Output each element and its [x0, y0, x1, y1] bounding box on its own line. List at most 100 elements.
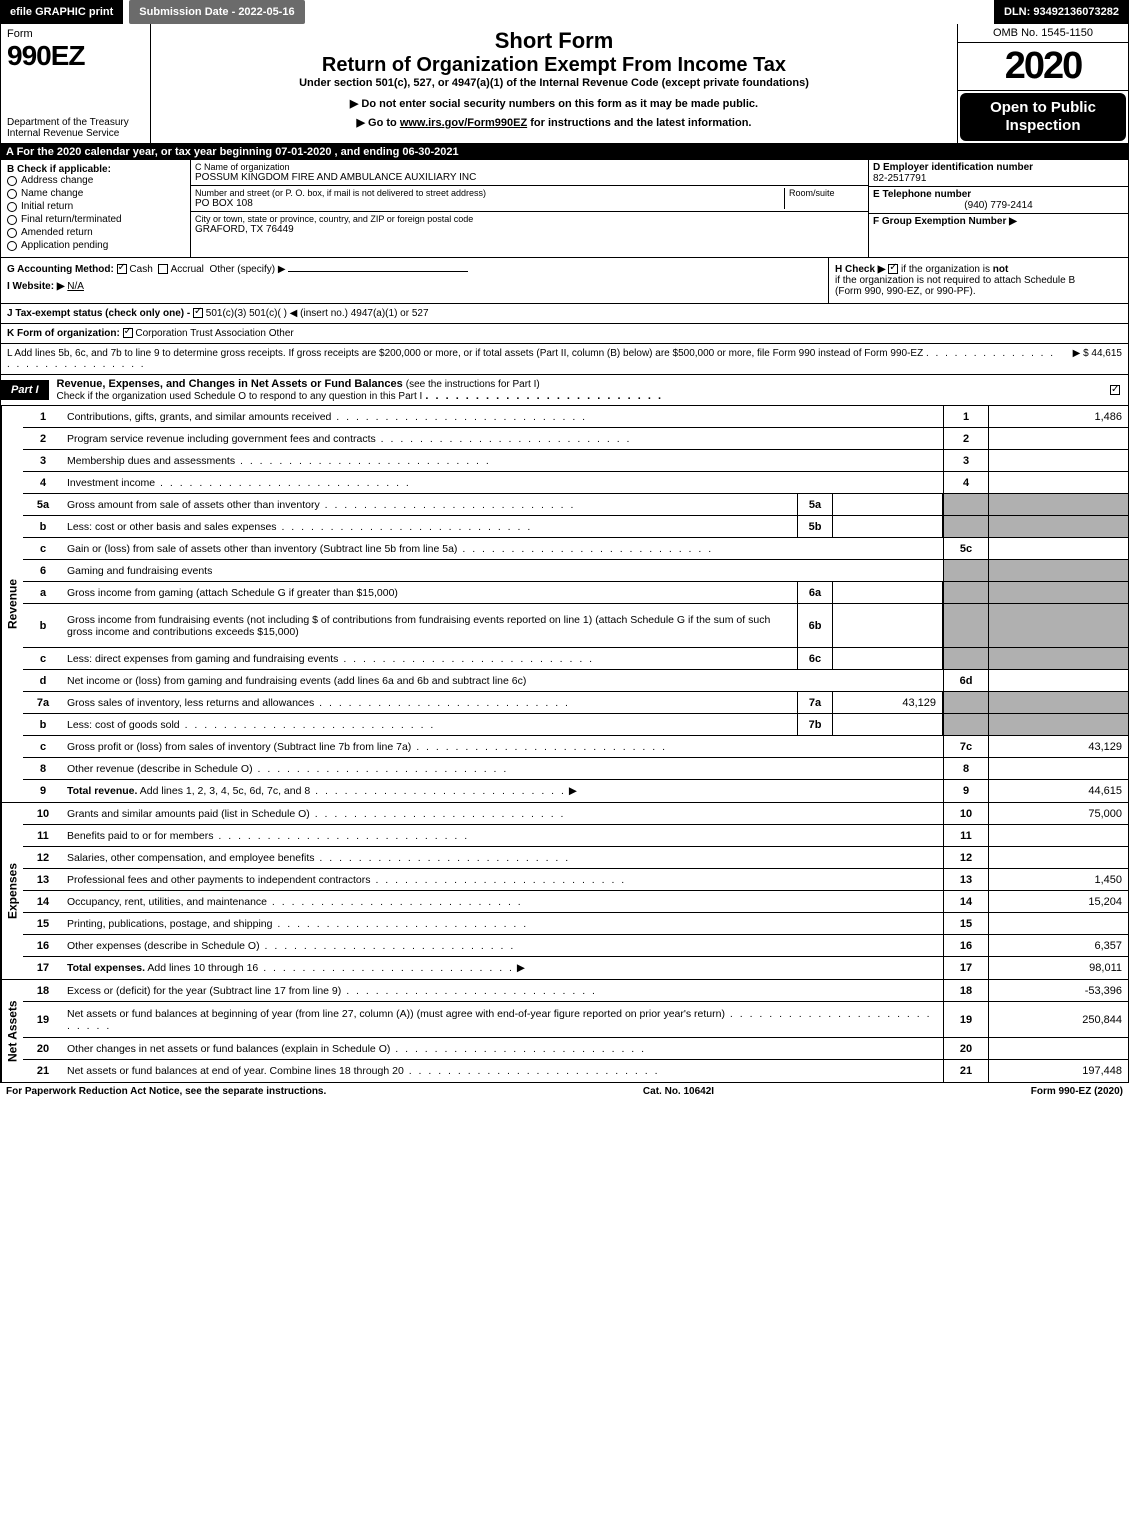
ln5b-amt-gray	[988, 516, 1128, 537]
ln10-code: 10	[943, 803, 988, 824]
submission-date: Submission Date - 2022-05-16	[129, 0, 304, 24]
ln6c-sub	[833, 648, 943, 669]
form-number: 990EZ	[7, 40, 144, 72]
ln6d-amt	[988, 670, 1128, 691]
ln13-num: 13	[23, 872, 63, 888]
ln1-amt: 1,486	[988, 406, 1128, 427]
ln4-desc: Investment income	[67, 477, 155, 489]
ln14-num: 14	[23, 894, 63, 910]
ln6a-sn: 6a	[797, 582, 833, 603]
ln21-desc: Net assets or fund balances at end of ye…	[67, 1065, 404, 1077]
ln6b-gray	[943, 604, 988, 647]
ln7a-sn: 7a	[797, 692, 833, 713]
ln9-amt: 44,615	[988, 780, 1128, 802]
ln15-amt	[988, 913, 1128, 934]
ln6c-sn: 6c	[797, 648, 833, 669]
page-footer: For Paperwork Reduction Act Notice, see …	[0, 1083, 1129, 1100]
ln7a-sub: 43,129	[833, 692, 943, 713]
irs-link[interactable]: www.irs.gov/Form990EZ	[400, 117, 527, 129]
netassets-grid: Net Assets 18 Excess or (deficit) for the…	[0, 980, 1129, 1083]
ln14-amt: 15,204	[988, 891, 1128, 912]
chk-application-pending[interactable]	[7, 241, 17, 251]
ln15-code: 15	[943, 913, 988, 934]
ln12-desc: Salaries, other compensation, and employ…	[67, 852, 314, 864]
l-arrow: ▶ $	[1073, 348, 1089, 359]
form-label: Form	[7, 28, 144, 40]
chk-amended-return[interactable]	[7, 228, 17, 238]
ln12-code: 12	[943, 847, 988, 868]
ln7a-num: 7a	[23, 695, 63, 711]
opt-application-pending: Application pending	[21, 240, 108, 251]
ln9-num: 9	[23, 783, 63, 799]
ln2-code: 2	[943, 428, 988, 449]
chk-corp[interactable]	[123, 328, 133, 338]
ln6a-num: a	[23, 585, 63, 601]
revenue-grid: Revenue 1Contributions, gifts, grants, a…	[0, 406, 1129, 803]
ln13-desc: Professional fees and other payments to …	[67, 874, 371, 886]
ln11-num: 11	[23, 828, 63, 844]
chk-501c3[interactable]	[193, 308, 203, 318]
g-label: G Accounting Method:	[7, 264, 114, 275]
chk-final-return[interactable]	[7, 215, 17, 225]
ln6-num: 6	[23, 563, 63, 579]
ln5c-code: 5c	[943, 538, 988, 559]
ln18-num: 18	[23, 983, 63, 999]
vlabel-netassets: Net Assets	[1, 980, 23, 1082]
ln7c-amt: 43,129	[988, 736, 1128, 757]
h-text1: if the organization is not	[901, 264, 1008, 275]
section-bcdef: B Check if applicable: Address change Na…	[0, 160, 1129, 258]
ln11-desc: Benefits paid to or for members	[67, 830, 213, 842]
ln6a-amt-gray	[988, 582, 1128, 603]
ln6d-num: d	[23, 673, 63, 689]
chk-part1-scho[interactable]	[1110, 385, 1120, 395]
ln6b-sn: 6b	[797, 604, 833, 647]
ln6c-desc: Less: direct expenses from gaming and fu…	[67, 653, 338, 665]
g-other-input[interactable]	[288, 271, 468, 272]
ln10-num: 10	[23, 806, 63, 822]
section-ghi: G Accounting Method: Cash Accrual Other …	[0, 258, 1129, 304]
ln12-amt	[988, 847, 1128, 868]
l-text: L Add lines 5b, 6c, and 7b to line 9 to …	[7, 348, 923, 359]
header-center: Short Form Return of Organization Exempt…	[151, 24, 958, 143]
ln5c-num: c	[23, 541, 63, 557]
ln21-code: 21	[943, 1060, 988, 1082]
ln8-amt	[988, 758, 1128, 779]
chk-initial-return[interactable]	[7, 202, 17, 212]
opt-final-return: Final return/terminated	[21, 214, 122, 225]
ln12-num: 12	[23, 850, 63, 866]
chk-cash[interactable]	[117, 264, 127, 274]
ln5b-sn: 5b	[797, 516, 833, 537]
form-id-footer: Form 990-EZ (2020)	[1031, 1086, 1123, 1097]
ln5a-num: 5a	[23, 497, 63, 513]
ln7b-amt-gray	[988, 714, 1128, 735]
chk-h[interactable]	[888, 264, 898, 274]
e-phone-label: E Telephone number	[873, 189, 1124, 200]
ln8-desc: Other revenue (describe in Schedule O)	[67, 763, 253, 775]
org-name: POSSUM KINGDOM FIRE AND AMBULANCE AUXILI…	[195, 172, 864, 183]
ln5b-num: b	[23, 519, 63, 535]
ln17-amt: 98,011	[988, 957, 1128, 979]
ln5a-sub	[833, 494, 943, 515]
chk-accrual[interactable]	[158, 264, 168, 274]
ln10-desc: Grants and similar amounts paid (list in…	[67, 808, 310, 820]
opt-address-change: Address change	[21, 175, 93, 186]
ln18-desc: Excess or (deficit) for the year (Subtra…	[67, 985, 341, 997]
under-section: Under section 501(c), 527, or 4947(a)(1)…	[157, 77, 951, 89]
ln8-code: 8	[943, 758, 988, 779]
ln4-amt	[988, 472, 1128, 493]
g-other: Other (specify) ▶	[209, 264, 285, 275]
ln9-code: 9	[943, 780, 988, 802]
chk-address-change[interactable]	[7, 176, 17, 186]
ln19-desc: Net assets or fund balances at beginning…	[67, 1008, 725, 1020]
chk-name-change[interactable]	[7, 189, 17, 199]
ln6c-amt-gray	[988, 648, 1128, 669]
ln5a-desc: Gross amount from sale of assets other t…	[67, 499, 320, 511]
b-label: B Check if applicable:	[7, 164, 184, 175]
ln7b-num: b	[23, 717, 63, 733]
f-group-label: F Group Exemption Number ▶	[873, 216, 1124, 227]
ln19-num: 19	[23, 1012, 63, 1028]
omb-number: OMB No. 1545-1150	[958, 24, 1128, 43]
ln4-code: 4	[943, 472, 988, 493]
ln6d-desc: Net income or (loss) from gaming and fun…	[67, 675, 526, 687]
g-accrual: Accrual	[171, 264, 204, 275]
